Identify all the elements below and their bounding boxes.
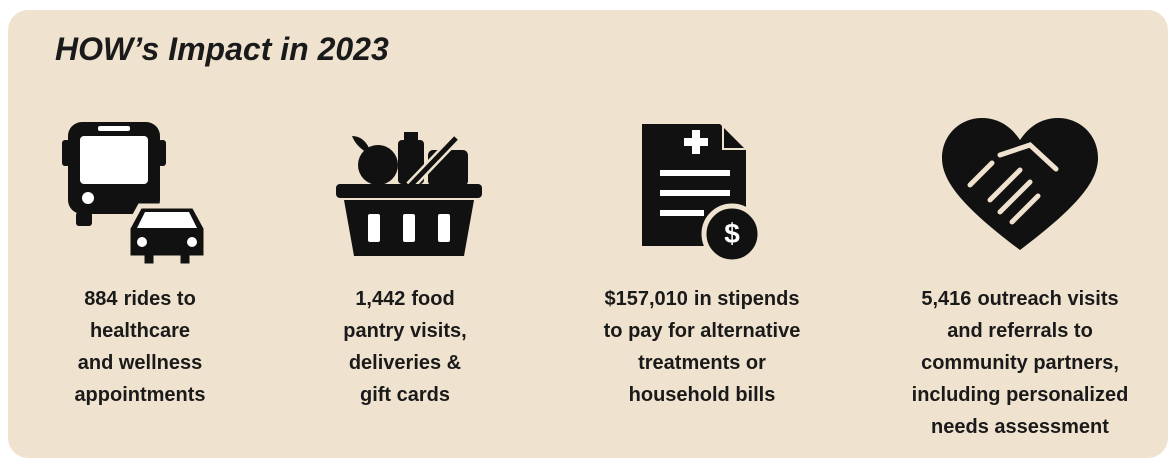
item-text-line: pantry visits, bbox=[343, 320, 466, 342]
item-text: outreach visits bbox=[977, 288, 1118, 310]
dollar-sign: $ bbox=[724, 218, 740, 249]
item-text: food bbox=[411, 288, 454, 310]
item-text-line: including personalized bbox=[912, 384, 1129, 406]
item-text-line: gift cards bbox=[360, 384, 450, 406]
item-text-line: to pay for alternative bbox=[604, 320, 801, 342]
item-stat: 884 bbox=[84, 288, 118, 310]
item-text: in stipends bbox=[694, 288, 800, 310]
item-text-line: healthcare bbox=[90, 320, 190, 342]
item-stat: $157,010 bbox=[605, 288, 688, 310]
title: HOW’s Impact in 2023 bbox=[55, 31, 389, 67]
basket-icon bbox=[336, 132, 482, 256]
item-text-line: deliveries & bbox=[349, 352, 461, 374]
item-text: rides to bbox=[124, 288, 196, 310]
heart-hands-icon bbox=[942, 118, 1098, 250]
item-text-line: community partners, bbox=[921, 352, 1119, 374]
item-text-line: 1,442 food bbox=[355, 288, 454, 310]
panel bbox=[8, 10, 1168, 458]
item-text-line: and wellness bbox=[78, 352, 203, 374]
document-icon: $ bbox=[642, 124, 763, 265]
item-text-line: $157,010 in stipends bbox=[605, 288, 800, 310]
item-text-line: household bills bbox=[629, 384, 776, 406]
item-text-line: 884 rides to bbox=[84, 288, 196, 310]
item-text-line: 5,416 outreach visits bbox=[921, 288, 1118, 310]
item-stat: 5,416 bbox=[921, 288, 971, 310]
item-text-line: and referrals to bbox=[947, 320, 1093, 342]
bus-car-icon bbox=[62, 122, 209, 269]
item-text-line: needs assessment bbox=[931, 416, 1109, 438]
item-stat: 1,442 bbox=[355, 288, 405, 310]
item-text-line: appointments bbox=[74, 384, 205, 406]
item-text-line: treatments or bbox=[638, 352, 766, 374]
